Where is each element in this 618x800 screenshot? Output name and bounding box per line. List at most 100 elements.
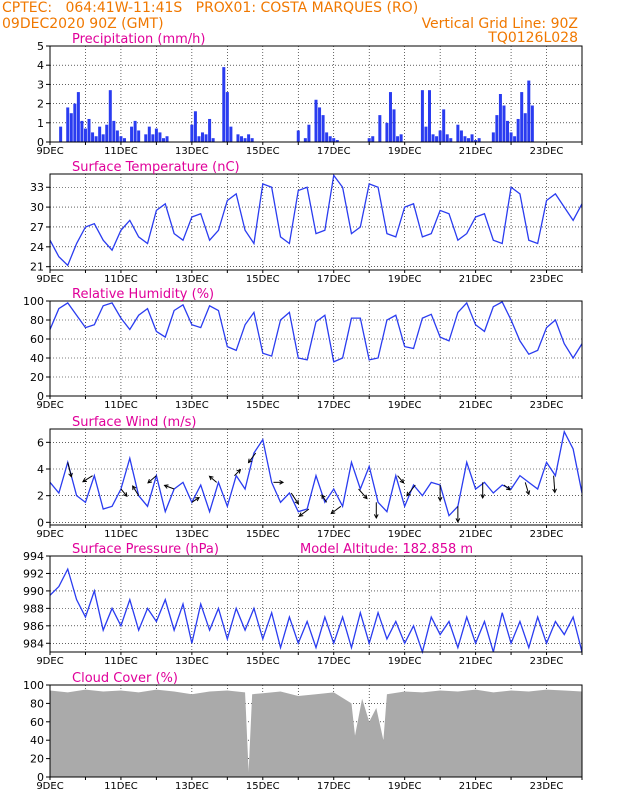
chart-panel-3: 0 2 4 6 9DEC 11DEC 13DEC 15DEC 17DEC 19DEC 21DEC 23…: [36, 415, 583, 540]
precip-bar: [431, 134, 435, 142]
plot-frame: [49, 428, 583, 526]
precip-bar: [240, 136, 244, 142]
precip-bar: [325, 132, 329, 142]
x-tick-label: 13DEC: [175, 656, 209, 667]
wind-arrow-head: [321, 494, 326, 500]
x-tick-label: 17DEC: [317, 400, 351, 411]
x-tick-label: 11DEC: [104, 781, 138, 792]
y-tick-label: 33: [30, 181, 44, 194]
precip-bar: [388, 92, 392, 142]
precip-bar: [204, 134, 208, 142]
y-tick-label: 30: [30, 201, 44, 214]
x-tick-label: 17DEC: [317, 781, 351, 792]
y-tick-label: 984: [23, 637, 44, 650]
precip-bar: [112, 120, 116, 142]
chart-panel-0: 0 1 2 3 4 5 9DEC 11DEC 13DEC 15DEC 17DEC 19DEC 21DEC…: [36, 32, 583, 157]
y-tick-label: 60: [30, 716, 44, 729]
wind-arrow-head: [406, 491, 411, 497]
chart-title: Surface Temperature (nC): [72, 160, 240, 175]
x-tick-label: 9DEC: [36, 400, 63, 411]
wind-arrow: [358, 488, 368, 499]
precip-bar: [130, 126, 134, 142]
x-tick-label: 9DEC: [36, 146, 63, 157]
x-tick-label: 21DEC: [459, 274, 493, 285]
precip-bar: [442, 109, 446, 142]
wind-arrow: [209, 475, 218, 483]
precip-bar: [236, 134, 240, 142]
wind-arrow: [132, 485, 140, 496]
precip-bar: [147, 126, 151, 142]
wind-arrow-head: [163, 484, 169, 489]
x-tick-label: 15DEC: [246, 274, 280, 285]
wind-arrow: [503, 484, 511, 491]
header-model-id: TQ0126L028: [488, 30, 578, 46]
x-tick-label: 11DEC: [104, 656, 138, 667]
wind-arrow: [406, 484, 416, 497]
precip-bar: [396, 136, 400, 142]
x-tick-label: 11DEC: [104, 146, 138, 157]
precip-bar: [516, 118, 520, 142]
y-tick-label: 20: [30, 371, 44, 384]
x-tick-label: 9DEC: [36, 781, 63, 792]
x-tick-label: 15DEC: [246, 400, 280, 411]
precip-bar: [332, 138, 336, 142]
precip-bar: [513, 136, 517, 142]
precip-bar: [211, 138, 215, 142]
chart-annotation: Model Altitude: 182.858 m: [300, 542, 473, 557]
precip-bar: [83, 128, 87, 142]
precip-bar: [115, 130, 119, 142]
precip-bar: [154, 128, 158, 142]
precip-bar: [449, 138, 453, 142]
y-tick-label: 60: [30, 333, 44, 346]
wind-arrow-head: [480, 494, 486, 499]
wind-arrow-head: [552, 488, 557, 494]
wind-arrow-head: [247, 458, 253, 464]
precip-bar: [197, 136, 201, 142]
precip-bar: [133, 120, 137, 142]
x-tick-label: 9DEC: [36, 656, 63, 667]
precip-bar: [80, 120, 84, 142]
y-tick-label: 988: [23, 602, 44, 615]
precip-bar: [520, 92, 524, 142]
wind-arrow-head: [298, 512, 304, 517]
precip-bar: [502, 105, 506, 142]
x-tick-label: 23DEC: [530, 781, 564, 792]
x-tick-label: 21DEC: [459, 529, 493, 540]
wind-arrow-head: [195, 496, 200, 502]
plot-frame: [49, 555, 583, 653]
precip-bar: [151, 134, 155, 142]
precip-bar: [165, 136, 169, 142]
x-tick-label: 19DEC: [388, 146, 422, 157]
precip-bar: [367, 138, 371, 142]
y-tick-label: 80: [30, 697, 44, 710]
series-line: [49, 301, 583, 363]
wind-arrow: [191, 497, 200, 503]
x-tick-label: 13DEC: [175, 529, 209, 540]
precip-bar: [201, 132, 205, 142]
wind-arrow-head: [147, 478, 153, 484]
plot-frame: [49, 45, 583, 143]
x-tick-label: 17DEC: [317, 274, 351, 285]
precip-bar: [506, 120, 510, 142]
cloud-cover-area: [50, 689, 582, 777]
y-tick-label: 0: [37, 136, 44, 149]
wind-arrow: [299, 508, 310, 517]
x-tick-label: 13DEC: [175, 274, 209, 285]
precip-bar: [335, 140, 339, 142]
precip-bar: [144, 134, 148, 142]
x-tick-label: 11DEC: [104, 274, 138, 285]
y-tick-label: 5: [37, 40, 44, 53]
precip-bar: [105, 124, 109, 142]
wind-arrow: [67, 462, 72, 477]
wind-arrow: [164, 484, 175, 490]
precip-bar: [247, 134, 251, 142]
y-tick-label: 27: [30, 221, 44, 234]
y-tick-label: 986: [23, 620, 44, 633]
precip-bar: [73, 103, 77, 142]
precip-bar: [208, 118, 212, 142]
precip-bar: [318, 107, 322, 142]
header-date: 09DEC2020 90Z (GMT): [2, 16, 164, 32]
precip-bar: [420, 90, 424, 142]
chart-title: Surface Wind (m/s): [72, 415, 196, 430]
x-tick-label: 9DEC: [36, 274, 63, 285]
